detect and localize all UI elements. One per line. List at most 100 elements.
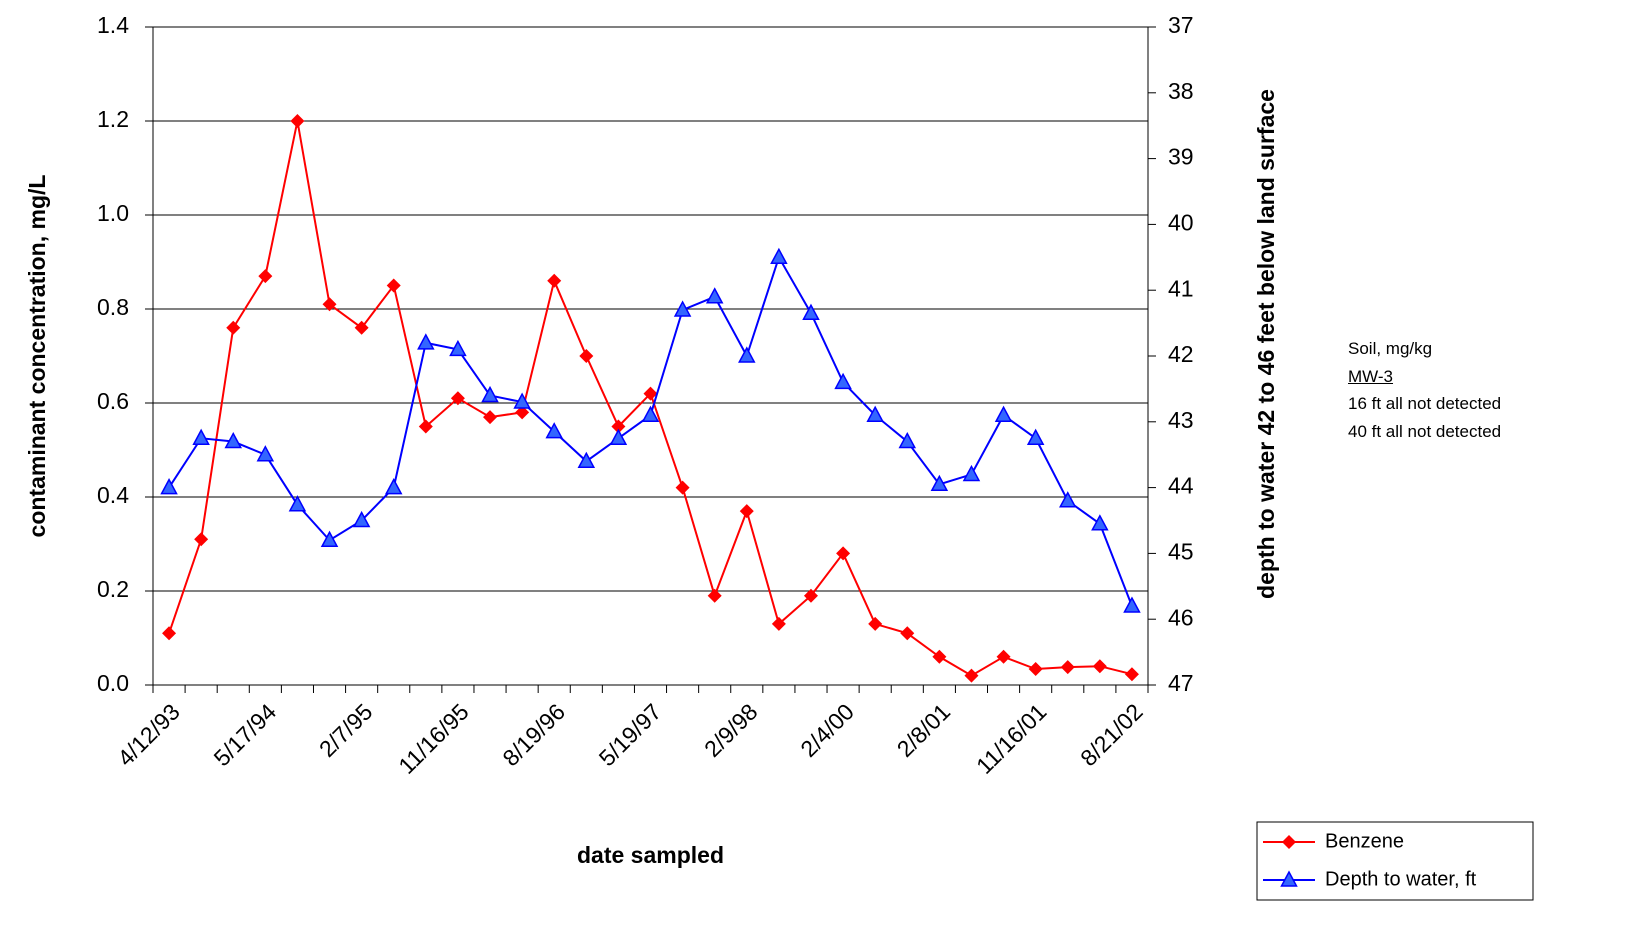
annotation: Soil, mg/kg MW-3 16 ft all not detected 40 … (1348, 335, 1501, 445)
data-point (964, 668, 979, 683)
y2-tick-label: 45 (1168, 538, 1194, 564)
y-tick-label: 1.2 (97, 106, 129, 132)
data-point (994, 405, 1013, 422)
x-tick-label: 11/16/95 (393, 698, 473, 778)
data-point (160, 478, 178, 495)
data-point (354, 320, 369, 335)
x-axis-title: date sampled (577, 842, 724, 868)
data-point (384, 478, 403, 495)
data-point (834, 372, 852, 390)
data-point (192, 428, 210, 445)
data-point (643, 386, 658, 401)
data-point (898, 431, 917, 449)
y-tick-label: 0.0 (97, 670, 129, 696)
data-point (866, 405, 884, 422)
data-point (224, 431, 242, 449)
y2-tick-label: 42 (1168, 341, 1194, 367)
x-tick-label: 2/7/95 (314, 698, 378, 762)
data-point (545, 422, 563, 439)
data-point (1092, 659, 1107, 674)
data-point (705, 287, 724, 304)
data-point (1026, 428, 1045, 445)
data-point (675, 480, 690, 495)
y2-tick-label: 37 (1168, 12, 1194, 38)
data-point (483, 410, 498, 425)
data-point (547, 273, 562, 288)
y2-tick-label: 39 (1168, 144, 1194, 170)
data-point (1091, 514, 1109, 531)
data-point (770, 247, 788, 265)
x-tick-label: 8/19/96 (497, 698, 570, 771)
y-tick-label: 0.6 (97, 388, 129, 414)
y2-tick-label: 41 (1168, 275, 1194, 301)
legend-label: Depth to water, ft (1325, 868, 1477, 890)
data-point (1028, 662, 1043, 677)
data-point (290, 114, 305, 128)
data-point (288, 495, 307, 512)
annotation-line: 40 ft all not detected (1348, 421, 1502, 441)
data-point (738, 346, 756, 363)
data-point (996, 649, 1011, 664)
data-point (932, 649, 947, 664)
data-point (1124, 667, 1139, 682)
x-tick-label: 2/4/00 (795, 698, 859, 762)
data-point (673, 300, 692, 317)
data-point (450, 391, 465, 406)
data-point (226, 320, 241, 335)
data-point (641, 405, 660, 422)
y-axis-title: contaminant concentration, mg/L (24, 174, 50, 538)
data-point (449, 339, 467, 357)
data-point (258, 269, 273, 284)
data-point (900, 626, 915, 641)
data-point (836, 546, 851, 561)
series-line (168, 254, 1133, 607)
data-point (322, 297, 337, 312)
y-tick-label: 1.4 (97, 12, 129, 38)
data-point (1060, 660, 1075, 675)
x-tick-label: 8/21/02 (1075, 698, 1148, 771)
x-tick-label: 11/16/01 (971, 698, 1051, 778)
y2-axis-title: depth to water 42 to 46 feet below land … (1253, 89, 1279, 599)
data-point (386, 278, 401, 293)
data-point (320, 530, 339, 547)
x-tick-label: 2/9/98 (699, 698, 763, 762)
data-point (930, 474, 949, 492)
data-point (577, 451, 596, 469)
data-point (739, 504, 754, 519)
legend-marker (1282, 835, 1296, 849)
data-point (417, 333, 435, 350)
data-point (256, 445, 275, 462)
data-point (515, 405, 530, 420)
y2-tick-label: 44 (1168, 473, 1194, 499)
data-point (962, 464, 981, 482)
x-tick-label: 5/17/94 (209, 698, 282, 771)
data-point (611, 419, 626, 434)
y2-tick-label: 47 (1168, 670, 1194, 696)
data-point (481, 385, 499, 403)
data-point (418, 419, 433, 434)
y-tick-label: 0.2 (97, 576, 129, 602)
y-tick-label: 0.8 (97, 294, 129, 320)
data-point (513, 392, 531, 409)
y2-tick-label: 46 (1168, 604, 1194, 630)
data-point (579, 349, 594, 363)
y2-tick-label: 43 (1168, 407, 1194, 433)
data-point (162, 626, 177, 641)
data-point (707, 588, 722, 603)
data-point (1059, 491, 1077, 508)
x-tick-label: 2/8/01 (892, 698, 956, 762)
y2-tick-label: 40 (1168, 209, 1194, 235)
annotation-line: MW-3 (1348, 366, 1394, 386)
data-point (771, 616, 786, 631)
x-tick-label: 4/12/93 (112, 698, 185, 771)
data-point (803, 588, 818, 603)
legend-box (1256, 821, 1534, 901)
y-tick-label: 0.4 (97, 482, 129, 508)
data-point (352, 510, 371, 528)
y-tick-label: 1.0 (97, 200, 129, 226)
data-point (609, 428, 628, 445)
data-point (194, 532, 209, 547)
data-point (802, 303, 820, 320)
